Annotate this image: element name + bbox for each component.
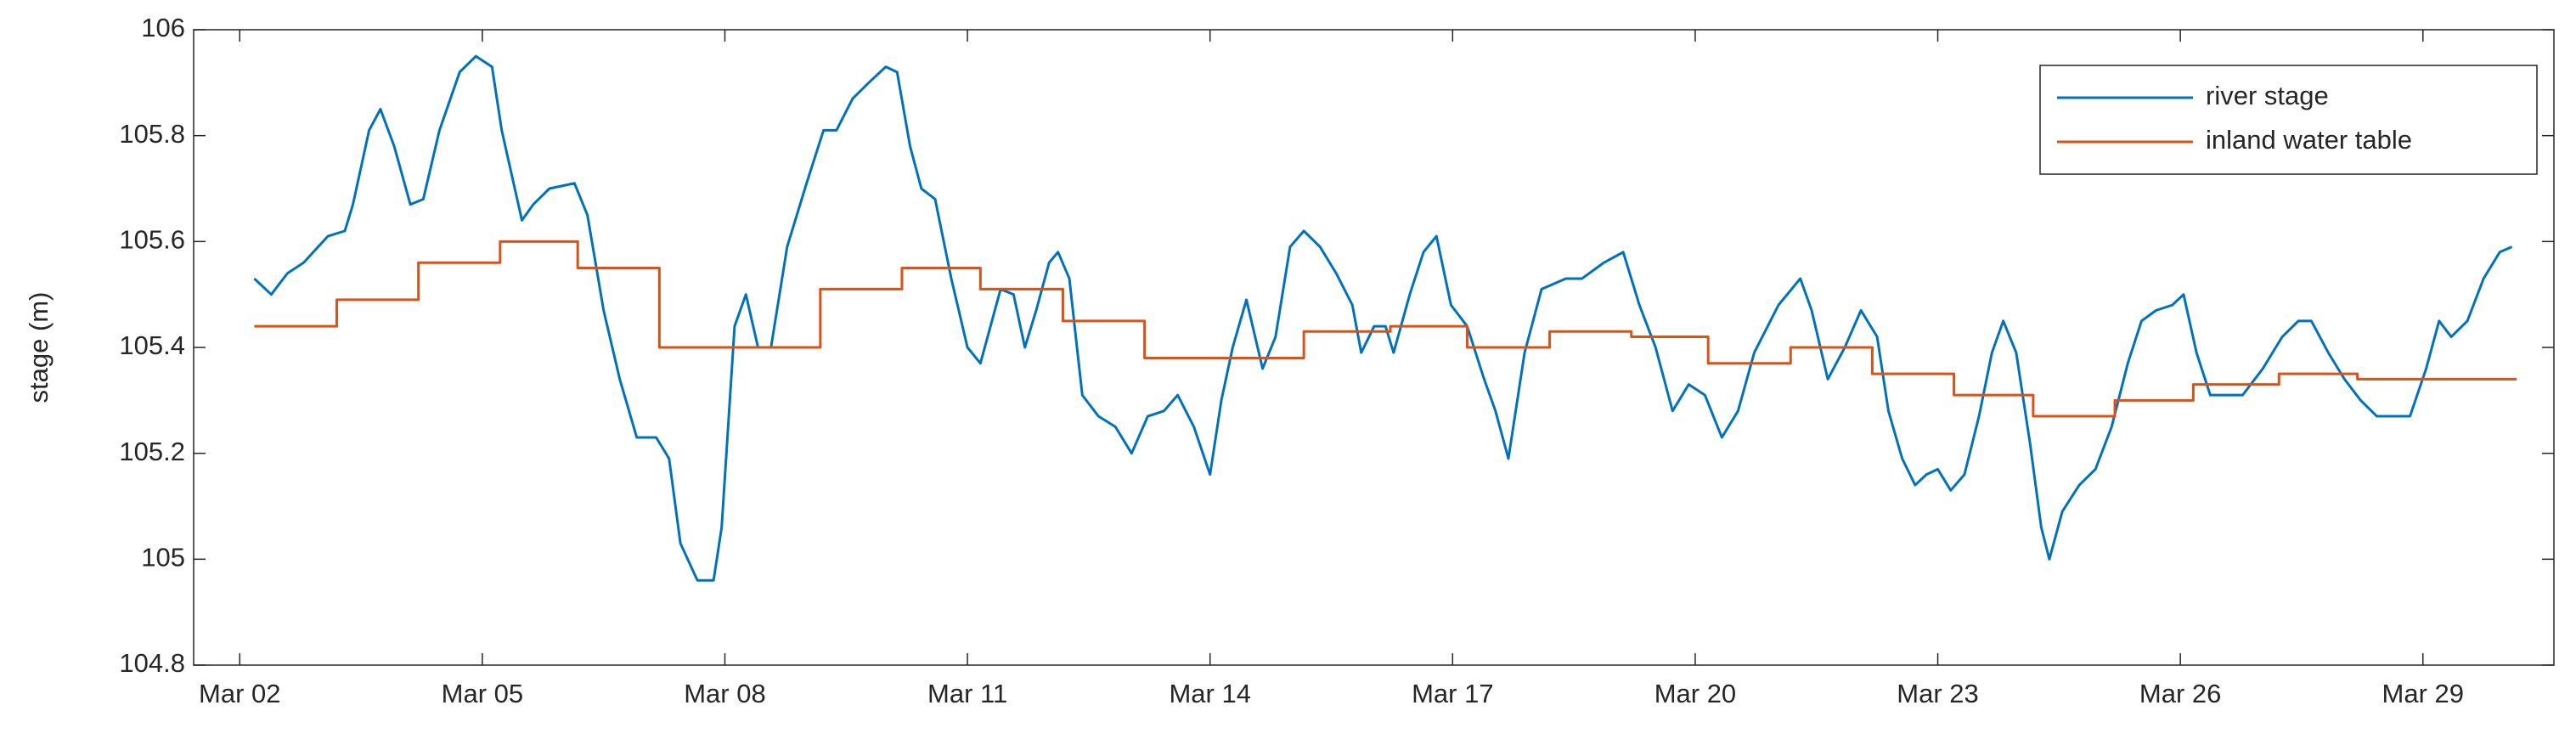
legend-label: inland water table [2206,125,2412,155]
series-line [254,240,2517,418]
y-tick-label: 106 [141,13,185,42]
x-tick-label: Mar 02 [199,679,280,708]
legend: river stage inland water table [2039,65,2538,175]
y-tick-label: 105.8 [119,119,185,149]
x-tick-label: Mar 17 [1412,679,1493,708]
y-tick-label: 105.2 [119,437,185,466]
series-line [253,54,2513,582]
x-tick-label: Mar 23 [1897,679,1978,708]
x-tick-label: Mar 14 [1169,679,1250,708]
y-tick-label: 105.4 [119,330,185,360]
x-tick-label: Mar 05 [442,679,523,708]
x-tick-label: Mar 20 [1654,679,1736,708]
x-tick-label: Mar 29 [2382,679,2464,708]
legend-box [2039,65,2538,175]
y-tick-label: 105 [141,543,185,573]
x-tick-label: Mar 26 [2139,679,2221,708]
x-tick-label: Mar 11 [927,679,1007,708]
x-tick-label: Mar 08 [684,679,765,708]
y-tick-label: 104.8 [119,648,185,678]
y-axis-label: stage (m) [24,292,54,403]
legend-label: river stage [2206,81,2329,110]
y-tick-label: 105.6 [119,225,185,255]
